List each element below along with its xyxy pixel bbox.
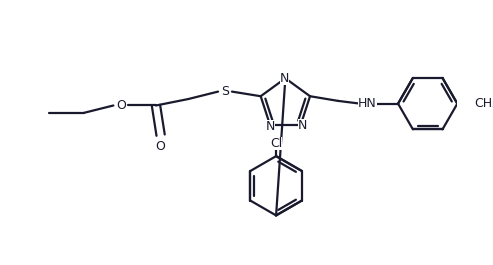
Text: N: N bbox=[280, 72, 289, 85]
Text: O: O bbox=[156, 140, 166, 153]
Text: S: S bbox=[221, 85, 229, 98]
Text: Cl: Cl bbox=[270, 137, 282, 150]
Text: CH₃: CH₃ bbox=[474, 97, 493, 110]
Text: HN: HN bbox=[358, 97, 377, 110]
Text: O: O bbox=[116, 99, 126, 112]
Text: N: N bbox=[298, 119, 307, 132]
Text: N: N bbox=[265, 120, 275, 133]
